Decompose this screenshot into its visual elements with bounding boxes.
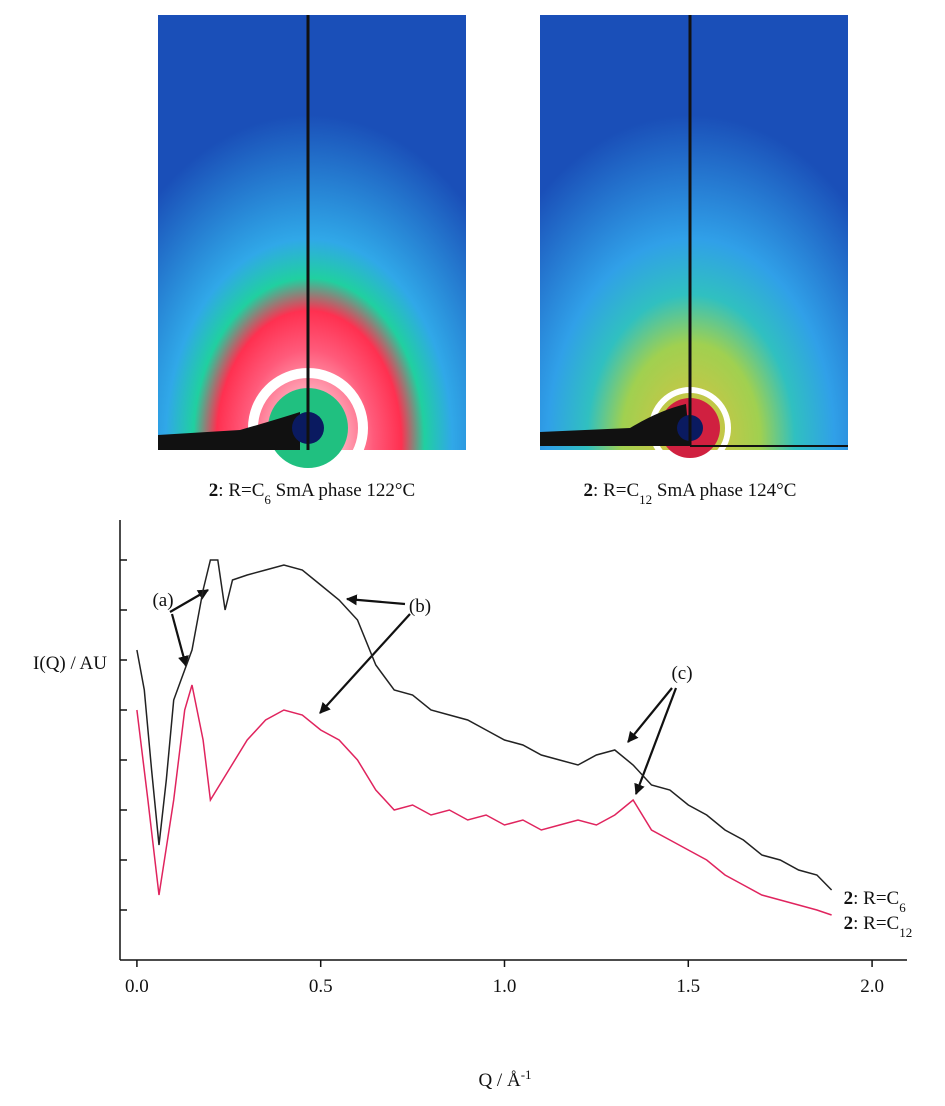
annotation: (b) xyxy=(409,596,431,617)
diffraction-image xyxy=(540,15,848,469)
x-tick-label: 2.0 xyxy=(860,976,884,997)
x-tick-label: 1.0 xyxy=(493,976,517,997)
x-tick-label: 0.0 xyxy=(125,976,149,997)
annotation: (c) xyxy=(671,663,692,684)
x-tick-label: 0.5 xyxy=(309,976,333,997)
legend-label: 2: R=C6 xyxy=(844,888,907,915)
x-axis-label: Q / Å-1 xyxy=(478,1067,531,1092)
series-line xyxy=(136,559,833,891)
annotation-arrows xyxy=(169,589,678,796)
diffraction-image xyxy=(158,15,466,488)
annotation: (a) xyxy=(152,590,173,611)
x-tick-label: 1.5 xyxy=(676,976,700,997)
image-caption: 2: R=C6 SmA phase 122°C xyxy=(209,480,415,507)
image-caption: 2: R=C12 SmA phase 124°C xyxy=(584,480,797,507)
y-axis-label: I(Q) / AU xyxy=(33,653,107,674)
series-line xyxy=(136,684,832,916)
legend-label: 2: R=C12 xyxy=(844,913,913,940)
